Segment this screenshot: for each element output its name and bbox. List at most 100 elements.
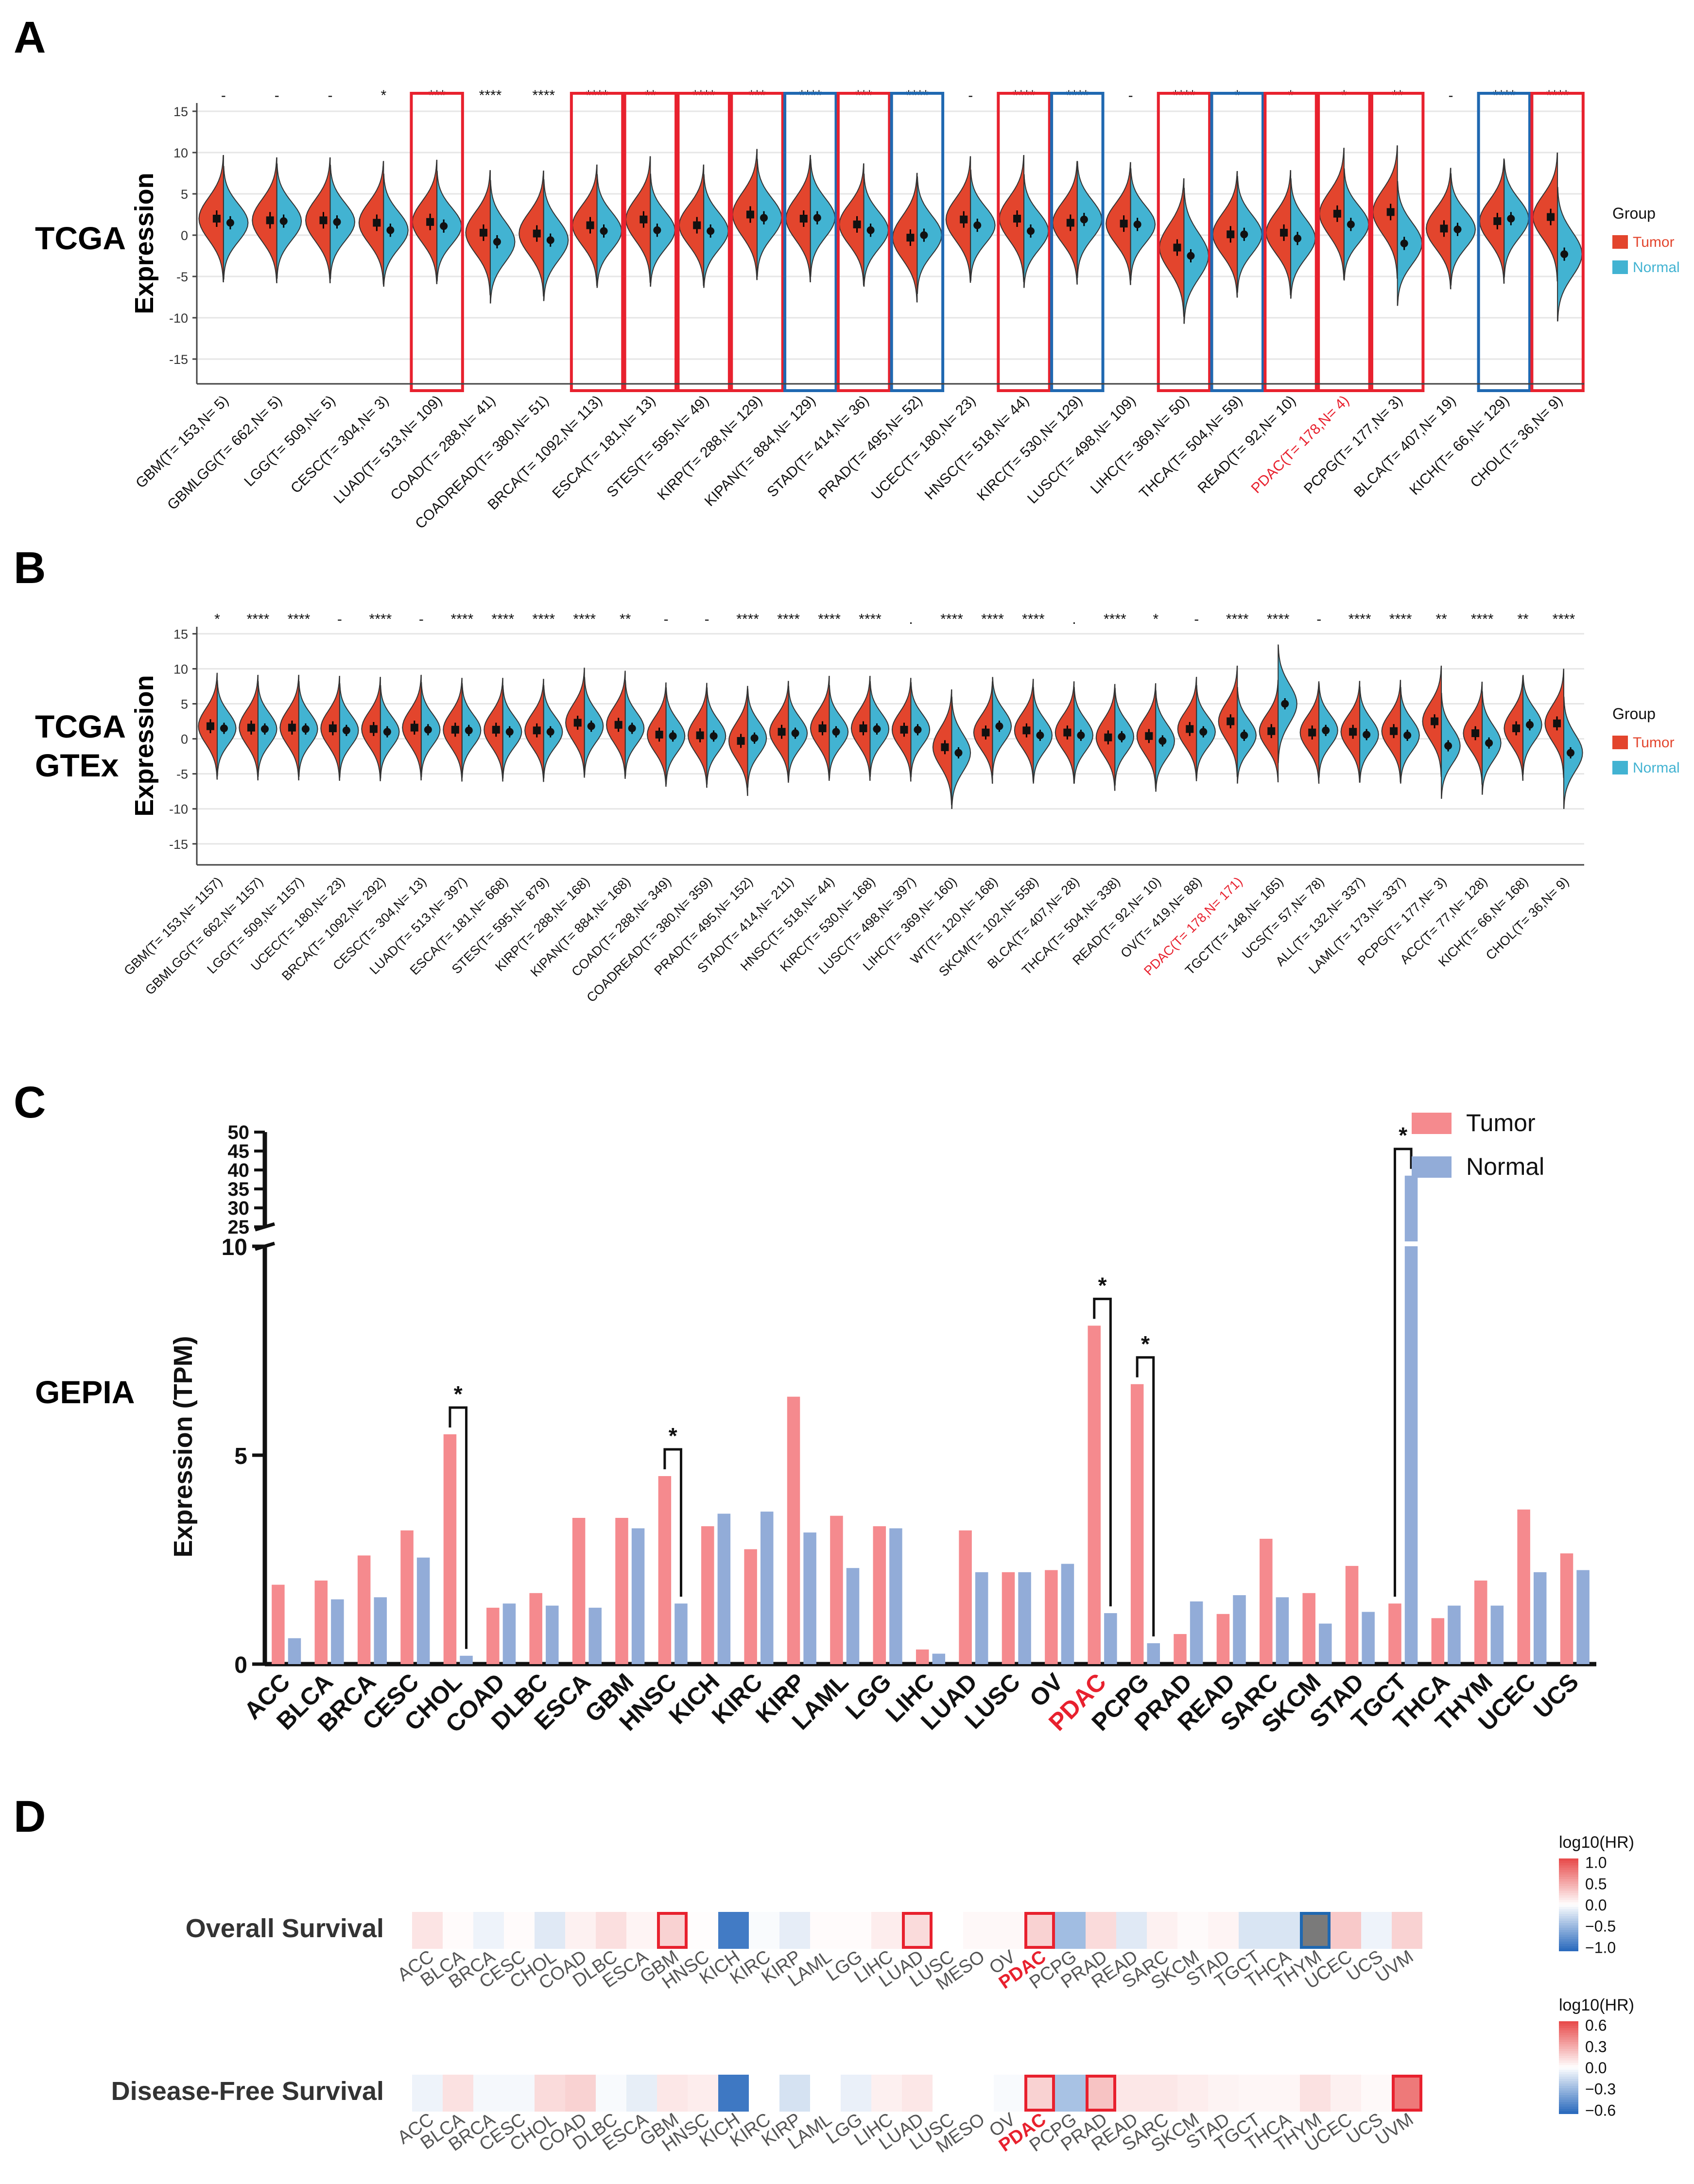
bar-normal-sarc xyxy=(1276,1597,1289,1664)
bar-normal-pcpg xyxy=(1147,1643,1160,1664)
colorbar-segment xyxy=(1559,1942,1578,1944)
normal-median-point xyxy=(791,729,799,738)
normal-median-point xyxy=(1118,733,1126,741)
violin-tumor-blca xyxy=(1425,168,1452,290)
colorbar-segment xyxy=(1559,2046,1578,2049)
colorbar-segment xyxy=(1559,1884,1578,1887)
heatmap-cell-lusc xyxy=(933,2075,963,2112)
normal-median-point xyxy=(628,724,636,732)
colorbar-segment xyxy=(1559,1939,1578,1942)
significance-stes: **** xyxy=(692,87,715,103)
colorbar-segment xyxy=(1559,1948,1578,1951)
colorbar-tick-label: 0.6 xyxy=(1585,2017,1607,2034)
bar-normal-chol xyxy=(460,1655,473,1664)
colorbar-segment xyxy=(1559,2077,1578,2080)
normal-median-point xyxy=(920,231,928,239)
significance-hnsc: **** xyxy=(818,611,841,627)
bar-normal-esca xyxy=(588,1607,602,1664)
significance-brca: **** xyxy=(369,611,392,627)
y-tick-label: 5 xyxy=(234,1444,247,1469)
significance-coad: **** xyxy=(479,87,502,103)
normal-median-point xyxy=(832,728,840,736)
heatmap-highlight-prad xyxy=(1086,2075,1116,2112)
colorbar-tick-label: −0.3 xyxy=(1585,2081,1616,2098)
bar-tumor-lihc xyxy=(916,1649,929,1664)
heatmap-cell-uvm xyxy=(1392,2075,1422,2112)
y-tick-label: -10 xyxy=(169,311,188,326)
tumor-median-point xyxy=(373,219,381,227)
legend-swatch-normal xyxy=(1612,761,1628,774)
significance-thca: * xyxy=(1234,87,1240,103)
tumor-median-point xyxy=(1308,728,1316,737)
tumor-median-point xyxy=(1145,732,1153,740)
normal-median-point xyxy=(1294,234,1302,242)
colorbar-segment xyxy=(1559,2044,1578,2047)
normal-median-point xyxy=(1036,731,1044,739)
heatmap-highlight-pdac xyxy=(1024,2075,1055,2112)
normal-median-point xyxy=(1453,225,1462,234)
normal-median-point xyxy=(1347,220,1355,228)
heatmap-cell-skcm xyxy=(1177,2075,1208,2112)
significance-blca: - xyxy=(1448,87,1453,103)
heatmap-cell-tgct xyxy=(1239,2075,1269,2112)
significance-cesc: - xyxy=(419,611,424,627)
tumor-median-point xyxy=(1471,729,1480,738)
heatmap-cell-read xyxy=(1116,2075,1147,2112)
y-tick-label: 0 xyxy=(234,1652,247,1678)
normal-median-point xyxy=(1363,730,1371,739)
bar-tumor-ov xyxy=(1045,1570,1058,1664)
colorbar-segment xyxy=(1559,2083,1578,2086)
colorbar-segment xyxy=(1559,1895,1578,1898)
bar-normal-thym xyxy=(1490,1605,1504,1664)
highlight-box-stes xyxy=(676,92,731,392)
normal-median-point xyxy=(505,728,514,736)
heatmap-cell-luad xyxy=(902,2075,933,2112)
tumor-median-point xyxy=(1280,228,1288,237)
bar-normal-ucec xyxy=(1533,1572,1547,1664)
y-tick-label: -15 xyxy=(169,837,188,852)
legend-title: Group xyxy=(1612,205,1656,222)
colorbar-segment xyxy=(1559,2088,1578,2091)
normal-median-point xyxy=(465,726,473,735)
heatmap-cell-thym xyxy=(1300,2075,1331,2112)
violin-tumor-gbm xyxy=(198,155,224,283)
highlight-box-kich xyxy=(1477,92,1531,392)
tumor-median-point xyxy=(533,229,541,238)
y-tick-label: 40 xyxy=(228,1160,250,1181)
colorbar-segment xyxy=(1559,1881,1578,1885)
significance-kirc: **** xyxy=(1066,87,1089,103)
tumor-median-point xyxy=(1186,725,1194,733)
significance-lgg: - xyxy=(328,87,333,103)
colorbar-segment xyxy=(1559,2049,1578,2052)
heatmap-cell-lgg xyxy=(841,2075,871,2112)
highlight-box-kirc xyxy=(1050,92,1105,392)
tumor-median-point xyxy=(288,723,296,732)
colorbar-segment xyxy=(1559,2056,1578,2059)
heatmap-cell-stad xyxy=(1208,2075,1239,2112)
colorbar-segment xyxy=(1559,1911,1578,1914)
significance-lusc: . xyxy=(909,611,913,627)
tumor-median-point xyxy=(1349,728,1357,736)
colorbar-segment xyxy=(1559,2030,1578,2033)
heatmap-cell-uvm xyxy=(1392,1912,1422,1949)
significance-chol: **** xyxy=(1546,87,1569,103)
bar-tumor-pdac xyxy=(1088,1325,1101,1664)
tumor-median-point xyxy=(1386,208,1395,216)
normal-median-point xyxy=(995,722,1003,730)
significance-coad: - xyxy=(664,611,669,627)
significance-kipan: **** xyxy=(799,87,822,103)
bar-tumor-tgct xyxy=(1388,1603,1401,1664)
colorbar-segment xyxy=(1559,1877,1578,1880)
y-tick-label: -15 xyxy=(169,352,188,367)
highlight-box-thca xyxy=(1210,92,1264,392)
violin-normal-coadread xyxy=(543,179,569,301)
tumor-median-point xyxy=(1173,243,1181,252)
heatmap-cell-gbm xyxy=(657,1912,688,1949)
normal-median-point xyxy=(653,226,661,234)
tumor-median-point xyxy=(906,234,915,242)
y-tick-label: 50 xyxy=(228,1122,250,1143)
tumor-median-point xyxy=(818,724,827,732)
significance-star-chol: * xyxy=(454,1381,463,1407)
significance-prad: **** xyxy=(906,87,929,103)
